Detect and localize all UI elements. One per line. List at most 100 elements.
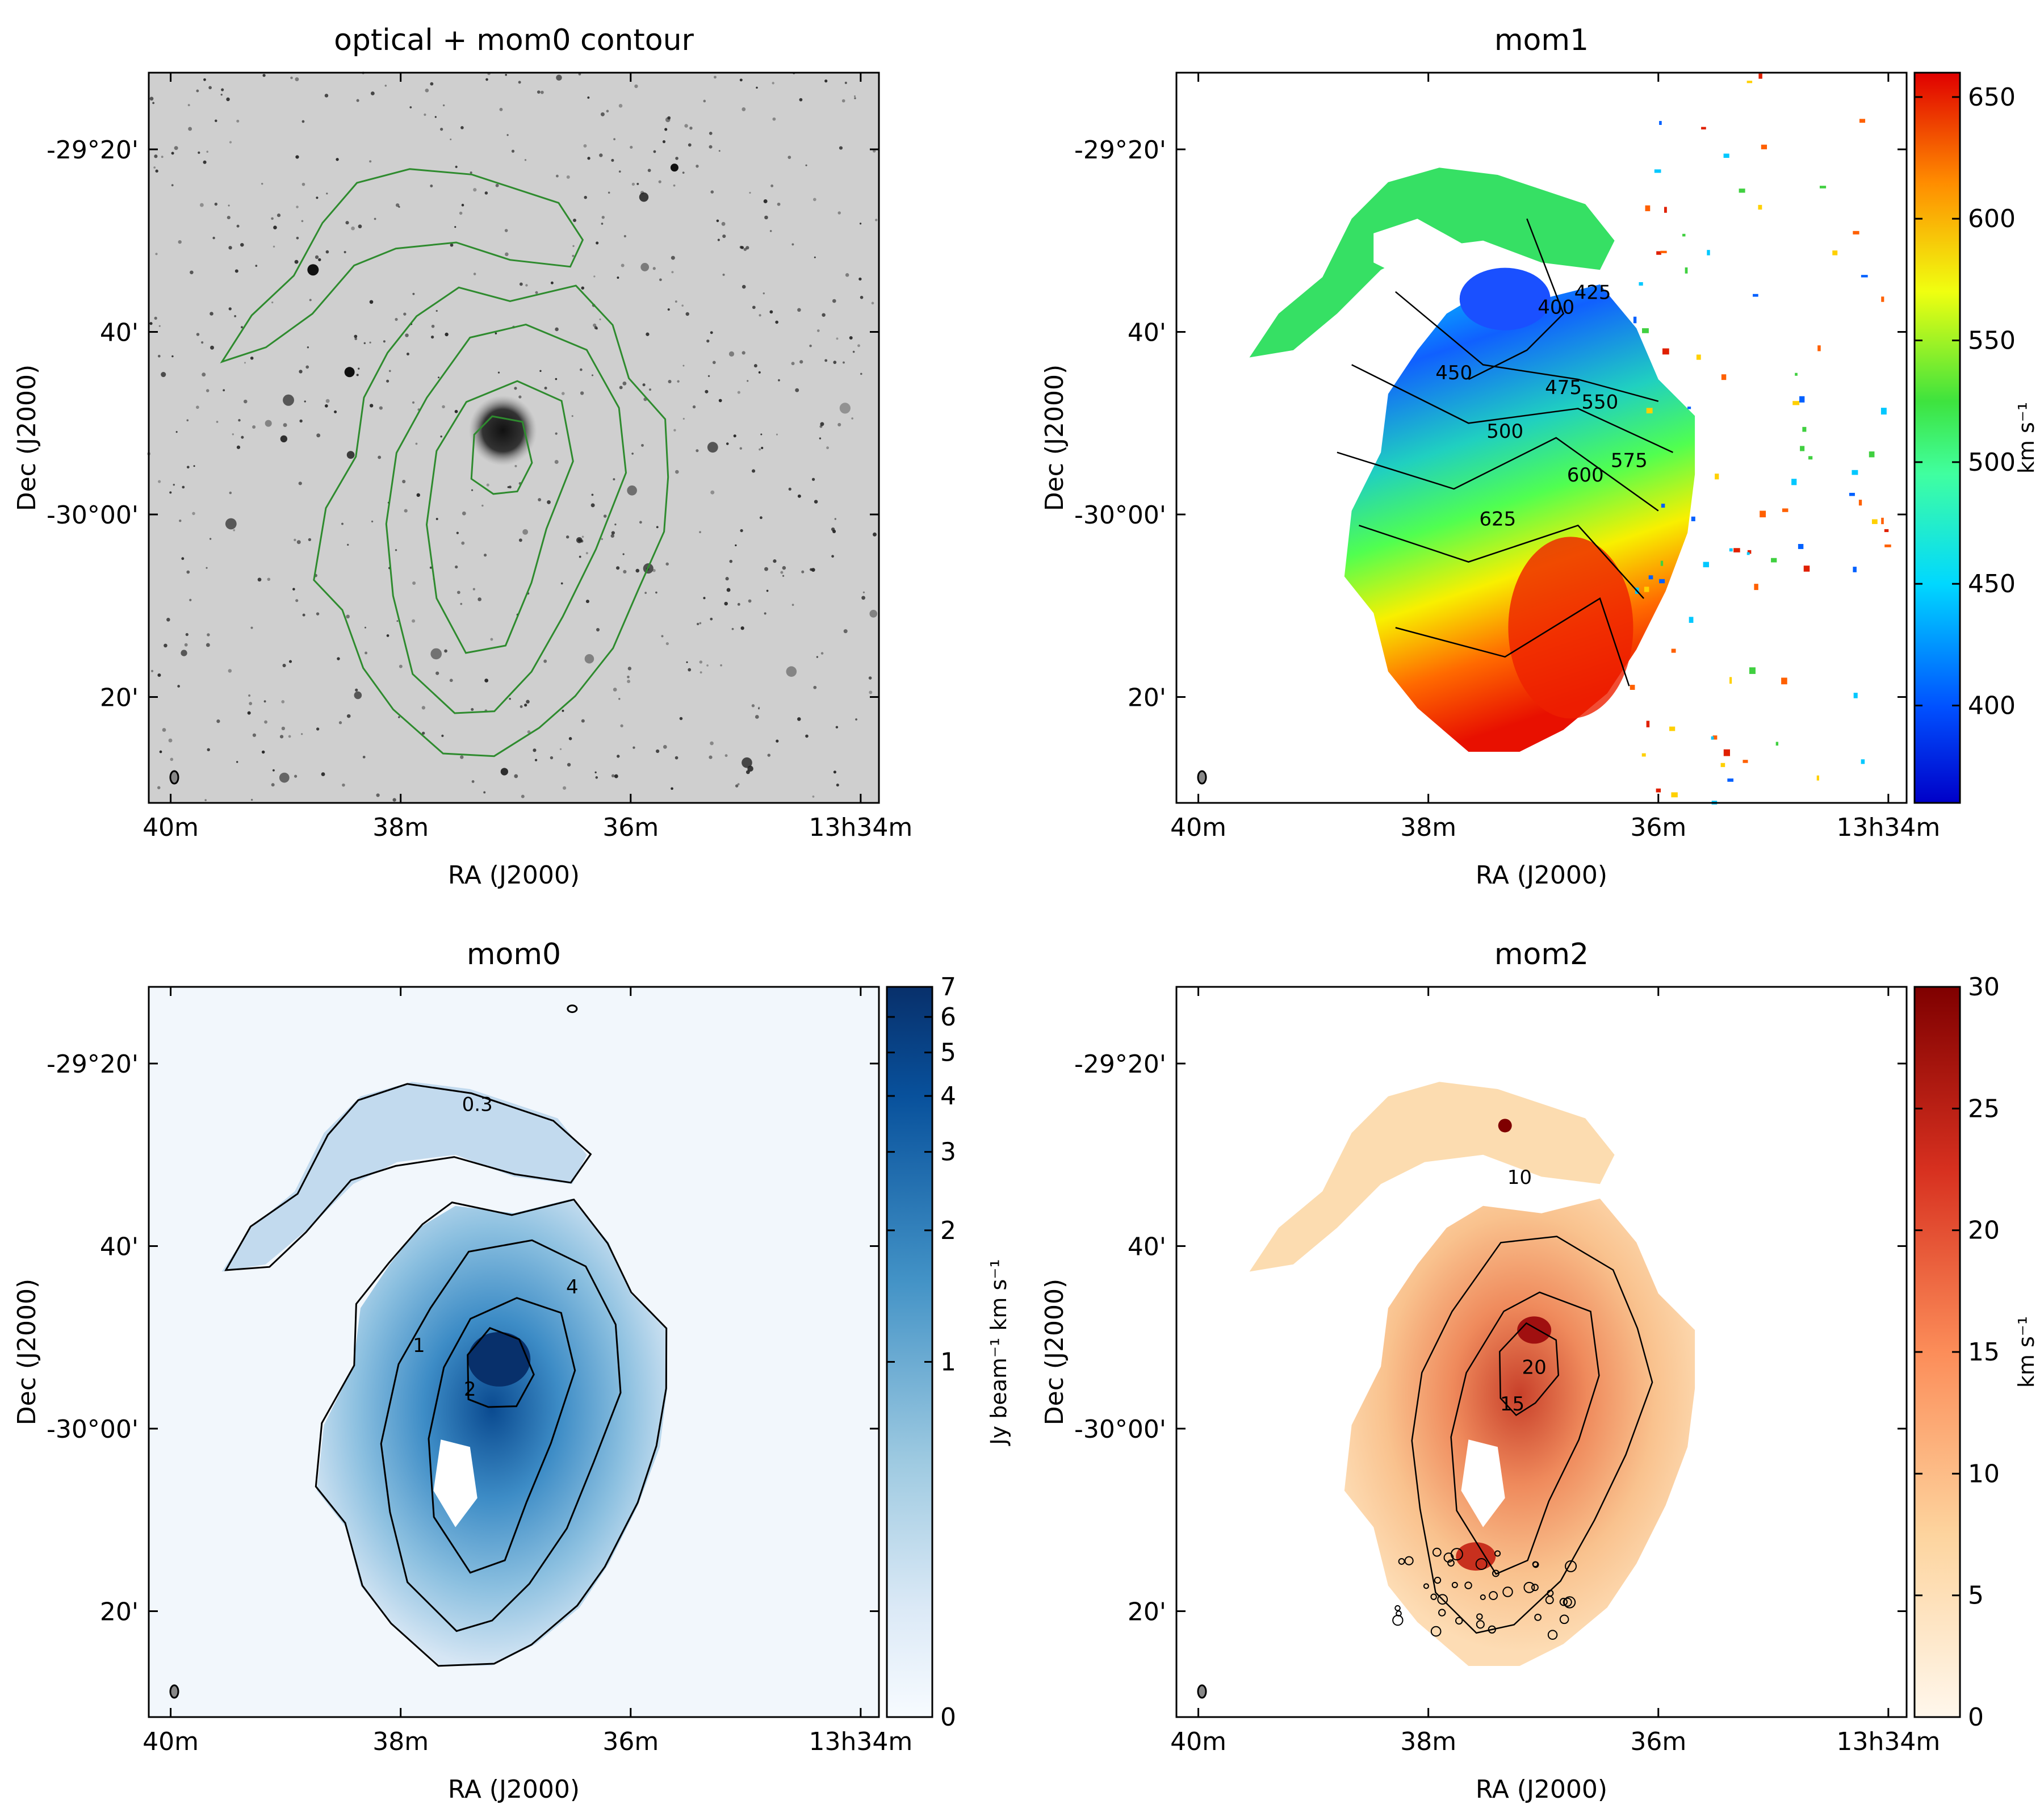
star (497, 371, 500, 374)
star (347, 543, 349, 546)
star (722, 234, 726, 238)
star (722, 273, 725, 276)
velocity-speck (1703, 562, 1709, 568)
star (755, 715, 759, 719)
star (554, 460, 559, 464)
star (601, 216, 605, 219)
star (228, 246, 232, 250)
contour-label: 475 (1545, 376, 1582, 399)
star (345, 221, 349, 225)
star (819, 425, 823, 428)
star (739, 78, 743, 82)
star (321, 772, 325, 776)
velocity-speck (1701, 127, 1706, 129)
mom0-contour (470, 415, 533, 495)
star (726, 442, 729, 445)
velocity-speck (1687, 407, 1691, 409)
star (832, 299, 836, 303)
velocity-speck (1743, 760, 1748, 763)
star (354, 691, 362, 700)
star (283, 394, 294, 406)
star (288, 660, 292, 663)
velocity-speck (1800, 446, 1805, 451)
star (406, 353, 409, 355)
star (795, 388, 799, 392)
colorbar-label: km s⁻¹ (2014, 1316, 2039, 1388)
star (404, 509, 408, 513)
star (718, 399, 722, 403)
star (745, 246, 749, 250)
star (663, 744, 667, 749)
star (199, 203, 204, 207)
star (843, 361, 845, 364)
star (686, 661, 688, 663)
star (735, 544, 737, 547)
velocity-speck (1754, 584, 1758, 591)
colorbar-tick-label: 450 (1968, 570, 2016, 598)
star (579, 555, 581, 558)
y-axis-label: Dec (J2000) (1040, 365, 1069, 511)
star (346, 614, 350, 619)
star (189, 598, 192, 601)
star (326, 192, 328, 195)
star (324, 404, 328, 408)
star (813, 198, 816, 202)
star (241, 326, 243, 329)
star (797, 717, 801, 721)
star (640, 263, 650, 271)
star (742, 284, 746, 289)
star (773, 559, 777, 563)
velocity-speck (1853, 567, 1857, 572)
contour-label: 425 (1574, 282, 1611, 304)
star (386, 634, 389, 637)
star (279, 735, 284, 739)
star (601, 223, 604, 225)
star (871, 302, 874, 305)
star (742, 107, 746, 111)
star (834, 518, 836, 520)
star (301, 120, 305, 123)
star (351, 226, 355, 231)
dispersion-contour (1392, 1614, 1404, 1626)
star (764, 567, 768, 571)
star (325, 399, 330, 403)
star (369, 404, 374, 408)
star (716, 219, 719, 223)
star (376, 793, 380, 797)
star (196, 89, 199, 93)
star (747, 380, 749, 382)
panel-3: 0.3 1 2 4 mom0 40m 38m 36m 13h34m -29°20' 40' -30°0… (12, 937, 1011, 1804)
star (499, 107, 503, 111)
star (175, 431, 178, 433)
star (855, 718, 857, 721)
mom0-contour (315, 1198, 668, 1667)
star (158, 325, 161, 327)
panel-1: optical + mom0 contour 40m 38m 36m 13h34m -29… (12, 23, 912, 890)
star (272, 769, 275, 772)
star (155, 169, 158, 173)
y-tick-label: -30°00' (47, 1415, 139, 1444)
velocity-speck (1792, 401, 1800, 405)
panel-4: 10 15 20 mom2 40m 38m 36m 13h34m -29°20' 40' -30°0… (1040, 937, 2039, 1804)
star (396, 620, 399, 622)
star (705, 390, 709, 393)
star (593, 323, 597, 327)
star (471, 707, 474, 711)
star (740, 529, 743, 533)
star (244, 399, 248, 404)
star (593, 275, 596, 278)
velocity-speck (1689, 617, 1694, 623)
star (241, 436, 244, 439)
star (440, 127, 443, 131)
star (764, 612, 767, 615)
velocity-arm (1249, 168, 1615, 358)
velocity-speck (1884, 529, 1889, 533)
star (682, 417, 685, 420)
star (228, 669, 232, 673)
star (873, 149, 876, 153)
contour-label: 15 (1500, 1393, 1524, 1416)
star (836, 337, 839, 340)
star (412, 401, 415, 404)
dispersion-contour (1492, 1569, 1500, 1577)
star (271, 217, 274, 220)
